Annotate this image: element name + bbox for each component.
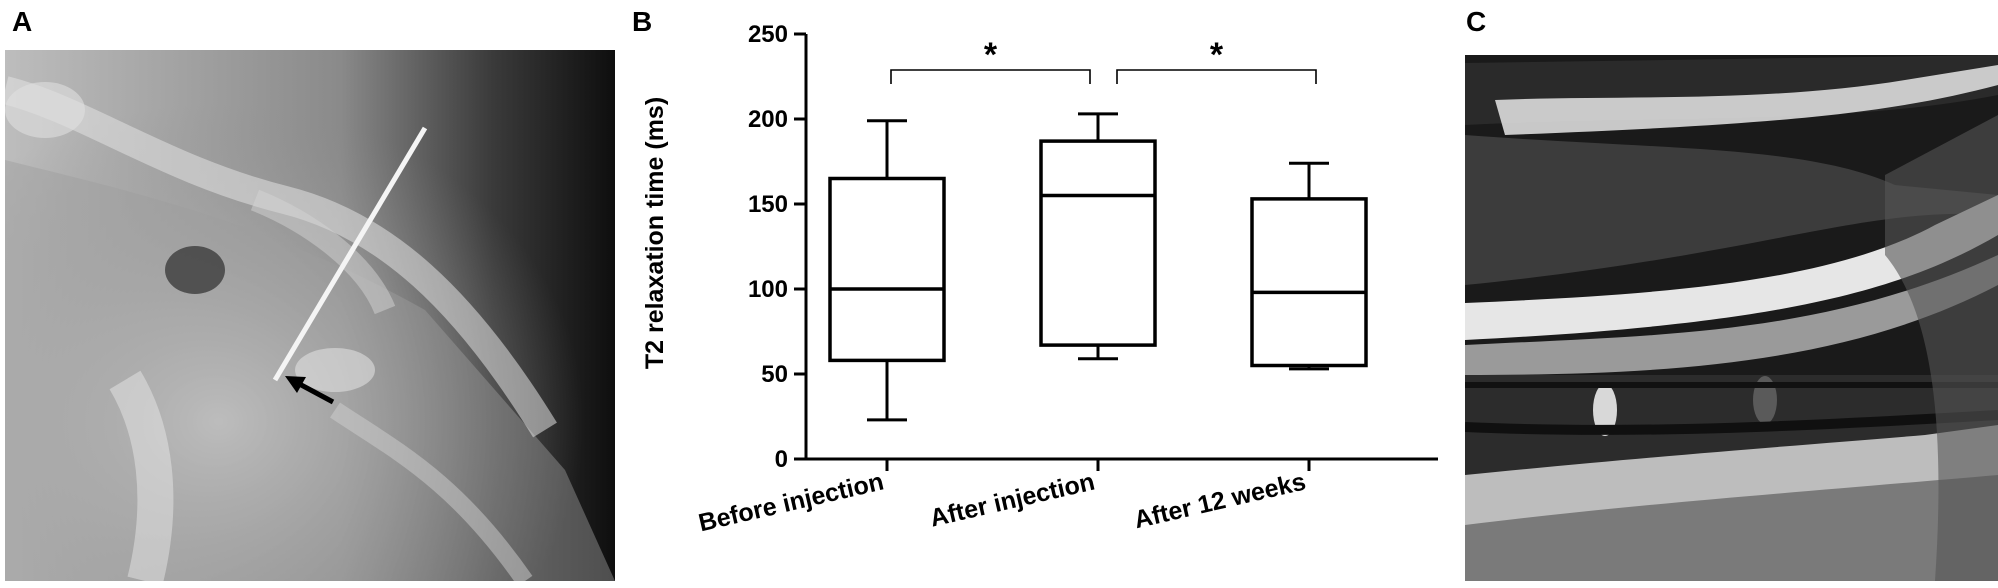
x-axis: Before injection After injection After 12 … [696, 457, 1438, 538]
x-tick-label: After 12 weeks [1131, 468, 1308, 535]
iqr-box [1250, 197, 1368, 368]
x-tick-label: After injection [927, 468, 1097, 533]
y-tick-label: 200 [748, 106, 788, 133]
y-tick-label: 50 [761, 361, 788, 388]
xray-illustration [5, 50, 615, 581]
y-axis: 0 50 100 150 200 250 [748, 21, 808, 473]
panel-c-label: C [1466, 6, 1487, 37]
box-plot: 0 50 100 150 200 250 Before injection After in… [641, 21, 1438, 538]
mri-illustration [1465, 55, 1998, 581]
panel-b-label: B [632, 6, 653, 37]
significance-label: * [984, 36, 998, 74]
iqr-box [1039, 139, 1157, 347]
x-tick-label: Before injection [696, 468, 886, 538]
xray-image [5, 50, 615, 581]
y-tick-label: 150 [748, 191, 788, 218]
bracket-line [1116, 69, 1317, 84]
significance-label: * [1210, 36, 1224, 74]
significance-bracket-2: * [1116, 36, 1317, 84]
y-axis-label: T2 relaxation time (ms) [641, 97, 669, 369]
box-1 [828, 119, 946, 422]
boxes [828, 112, 1368, 422]
iqr-box [828, 176, 946, 363]
significance-brackets: * * [890, 36, 1317, 84]
y-tick-label: 100 [748, 276, 788, 303]
box-3 [1250, 161, 1368, 371]
significance-bracket-1: * [890, 36, 1091, 84]
bracket-line [890, 69, 1091, 84]
box-2 [1039, 112, 1157, 361]
mri-image [1465, 55, 1998, 581]
panel-a-label: A [12, 6, 33, 37]
y-tick-label: 0 [775, 446, 788, 473]
y-tick-label: 250 [748, 21, 788, 48]
